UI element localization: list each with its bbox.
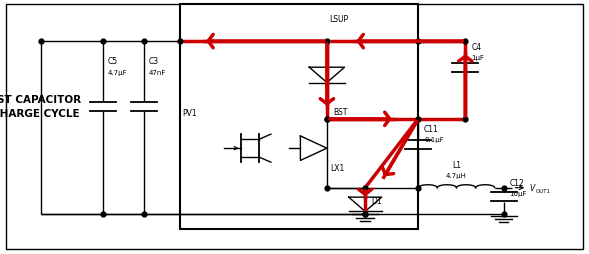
Text: 1µF: 1µF (471, 55, 484, 61)
Text: 4.7µH: 4.7µH (446, 172, 467, 178)
Text: C12: C12 (509, 178, 524, 187)
Text: 10µF: 10µF (509, 190, 527, 196)
Text: L1: L1 (452, 160, 461, 169)
Text: 4.7µF: 4.7µF (108, 70, 127, 76)
Text: D1: D1 (371, 196, 382, 205)
Text: BST: BST (333, 108, 347, 117)
Text: C4: C4 (471, 43, 481, 52)
Text: PV1: PV1 (183, 108, 197, 118)
Text: 47nF: 47nF (149, 70, 166, 76)
Bar (180, 5, 418, 229)
Text: LSUP: LSUP (329, 15, 348, 24)
Text: C3: C3 (149, 57, 159, 66)
Text: 0.1µF: 0.1µF (424, 136, 444, 142)
Text: C5: C5 (108, 57, 118, 66)
Text: C11: C11 (424, 124, 439, 133)
Text: LX1: LX1 (330, 164, 344, 173)
Text: OUT1: OUT1 (536, 188, 551, 193)
Text: BST CAPACITOR
CHARGE CYCLE: BST CAPACITOR CHARGE CYCLE (0, 95, 81, 119)
Text: V: V (529, 183, 534, 193)
